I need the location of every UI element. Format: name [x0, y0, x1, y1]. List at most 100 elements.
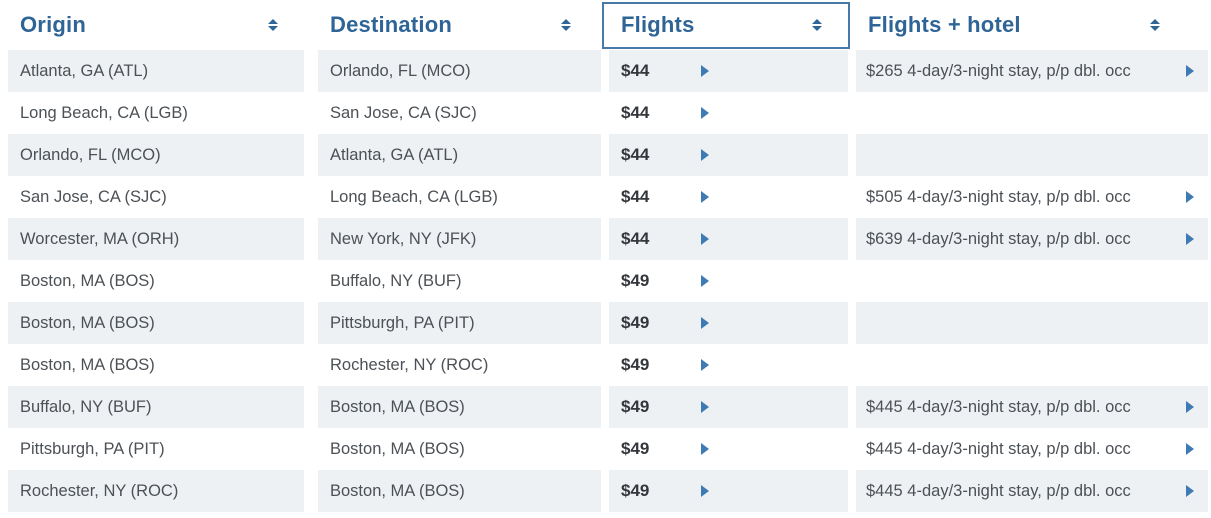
column-header-origin[interactable]: Origin — [8, 0, 304, 50]
sort-updown-icon[interactable] — [268, 19, 278, 31]
column-header-flights-hotel-label: Flights + hotel — [868, 12, 1021, 37]
package-description: $505 4-day/3-night stay, p/p dbl. occ — [866, 187, 1131, 206]
arrow-right-icon[interactable] — [701, 191, 709, 203]
flight-price: $44 — [621, 145, 650, 164]
table-row: San Jose, CA (SJC) Long Beach, CA (LGB) $4… — [0, 176, 1211, 218]
package-description: $445 4-day/3-night stay, p/p dbl. occ — [866, 481, 1131, 500]
flight-price: $44 — [621, 103, 650, 122]
package-description: $639 4-day/3-night stay, p/p dbl. occ — [866, 229, 1131, 248]
column-header-flights[interactable]: Flights — [602, 0, 850, 50]
arrow-right-icon[interactable] — [701, 359, 709, 371]
arrow-right-icon[interactable] — [701, 443, 709, 455]
table-row: Orlando, FL (MCO) Atlanta, GA (ATL) $44 — [0, 134, 1211, 176]
flight-price: $49 — [621, 481, 650, 500]
flight-price-link[interactable]: $49 — [609, 260, 848, 302]
table-row: Buffalo, NY (BUF) Boston, MA (BOS) $49 $445… — [0, 386, 1211, 428]
destination-cell: Atlanta, GA (ATL) — [318, 134, 601, 176]
arrow-right-icon[interactable] — [701, 107, 709, 119]
table-row: Pittsburgh, PA (PIT) Boston, MA (BOS) $49 $… — [0, 428, 1211, 470]
table-row: Boston, MA (BOS) Rochester, NY (ROC) $49 — [0, 344, 1211, 386]
arrow-right-icon[interactable] — [701, 149, 709, 161]
arrow-right-icon[interactable] — [701, 485, 709, 497]
flight-price: $49 — [621, 271, 650, 290]
flight-price: $49 — [621, 439, 650, 458]
column-header-flights-hotel[interactable]: Flights + hotel — [856, 0, 1208, 50]
arrow-right-icon[interactable] — [1186, 443, 1194, 455]
flight-price-link[interactable]: $44 — [609, 176, 848, 218]
destination-cell: San Jose, CA (SJC) — [318, 92, 601, 134]
origin-cell: Rochester, NY (ROC) — [8, 470, 304, 512]
package-cell — [856, 260, 1208, 302]
table-row: Boston, MA (BOS) Pittsburgh, PA (PIT) $49 — [0, 302, 1211, 344]
flight-price-link[interactable]: $49 — [609, 470, 848, 512]
package-cell — [856, 344, 1208, 386]
flight-price-link[interactable]: $49 — [609, 302, 848, 344]
package-description: $445 4-day/3-night stay, p/p dbl. occ — [866, 439, 1131, 458]
destination-cell: Buffalo, NY (BUF) — [318, 260, 601, 302]
package-link[interactable]: $445 4-day/3-night stay, p/p dbl. occ — [856, 386, 1208, 428]
table-row: Boston, MA (BOS) Buffalo, NY (BUF) $49 — [0, 260, 1211, 302]
column-header-destination-label: Destination — [330, 12, 452, 37]
arrow-right-icon[interactable] — [1186, 65, 1194, 77]
arrow-right-icon[interactable] — [1186, 191, 1194, 203]
table-row: Atlanta, GA (ATL) Orlando, FL (MCO) $44 $26… — [0, 50, 1211, 92]
flight-price-link[interactable]: $49 — [609, 344, 848, 386]
flight-price-link[interactable]: $49 — [609, 386, 848, 428]
sort-updown-icon[interactable] — [812, 19, 822, 31]
package-link[interactable]: $445 4-day/3-night stay, p/p dbl. occ — [856, 428, 1208, 470]
package-link[interactable]: $265 4-day/3-night stay, p/p dbl. occ — [856, 50, 1208, 92]
destination-cell: New York, NY (JFK) — [318, 218, 601, 260]
sort-updown-icon[interactable] — [1150, 19, 1160, 31]
destination-cell: Long Beach, CA (LGB) — [318, 176, 601, 218]
origin-cell: Buffalo, NY (BUF) — [8, 386, 304, 428]
flight-price: $49 — [621, 355, 650, 374]
arrow-right-icon[interactable] — [701, 275, 709, 287]
table-row: Long Beach, CA (LGB) San Jose, CA (SJC) $4… — [0, 92, 1211, 134]
arrow-right-icon[interactable] — [1186, 485, 1194, 497]
table-header-row: Origin Destination Flights Flights + hot… — [0, 0, 1211, 50]
arrow-right-icon[interactable] — [1186, 233, 1194, 245]
destination-cell: Boston, MA (BOS) — [318, 386, 601, 428]
destination-cell: Orlando, FL (MCO) — [318, 50, 601, 92]
column-header-destination[interactable]: Destination — [318, 0, 601, 50]
origin-cell: Atlanta, GA (ATL) — [8, 50, 304, 92]
package-description: $265 4-day/3-night stay, p/p dbl. occ — [866, 61, 1131, 80]
origin-cell: Boston, MA (BOS) — [8, 260, 304, 302]
flight-price-link[interactable]: $44 — [609, 218, 848, 260]
destination-cell: Boston, MA (BOS) — [318, 428, 601, 470]
flight-price: $49 — [621, 313, 650, 332]
origin-cell: Boston, MA (BOS) — [8, 302, 304, 344]
flight-price-link[interactable]: $44 — [609, 134, 848, 176]
package-cell — [856, 134, 1208, 176]
flight-price: $49 — [621, 397, 650, 416]
flight-price-link[interactable]: $49 — [609, 428, 848, 470]
origin-cell: Pittsburgh, PA (PIT) — [8, 428, 304, 470]
arrow-right-icon[interactable] — [1186, 401, 1194, 413]
origin-cell: Orlando, FL (MCO) — [8, 134, 304, 176]
sort-updown-icon[interactable] — [561, 19, 571, 31]
table-row: Worcester, MA (ORH) New York, NY (JFK) $44… — [0, 218, 1211, 260]
origin-cell: San Jose, CA (SJC) — [8, 176, 304, 218]
arrow-right-icon[interactable] — [701, 233, 709, 245]
package-description: $445 4-day/3-night stay, p/p dbl. occ — [866, 397, 1131, 416]
origin-cell: Boston, MA (BOS) — [8, 344, 304, 386]
origin-cell: Long Beach, CA (LGB) — [8, 92, 304, 134]
flight-price: $44 — [621, 187, 650, 206]
table-row: Rochester, NY (ROC) Boston, MA (BOS) $49 $4… — [0, 470, 1211, 512]
destination-cell: Rochester, NY (ROC) — [318, 344, 601, 386]
arrow-right-icon[interactable] — [701, 401, 709, 413]
package-link[interactable]: $505 4-day/3-night stay, p/p dbl. occ — [856, 176, 1208, 218]
arrow-right-icon[interactable] — [701, 317, 709, 329]
origin-cell: Worcester, MA (ORH) — [8, 218, 304, 260]
package-link[interactable]: $445 4-day/3-night stay, p/p dbl. occ — [856, 470, 1208, 512]
table-body: Atlanta, GA (ATL) Orlando, FL (MCO) $44 $26… — [0, 50, 1211, 512]
column-header-flights-label: Flights — [621, 12, 695, 37]
destination-cell: Boston, MA (BOS) — [318, 470, 601, 512]
arrow-right-icon[interactable] — [701, 65, 709, 77]
package-link[interactable]: $639 4-day/3-night stay, p/p dbl. occ — [856, 218, 1208, 260]
destination-cell: Pittsburgh, PA (PIT) — [318, 302, 601, 344]
column-header-origin-label: Origin — [20, 12, 86, 37]
flight-price-link[interactable]: $44 — [609, 92, 848, 134]
flight-price-link[interactable]: $44 — [609, 50, 848, 92]
